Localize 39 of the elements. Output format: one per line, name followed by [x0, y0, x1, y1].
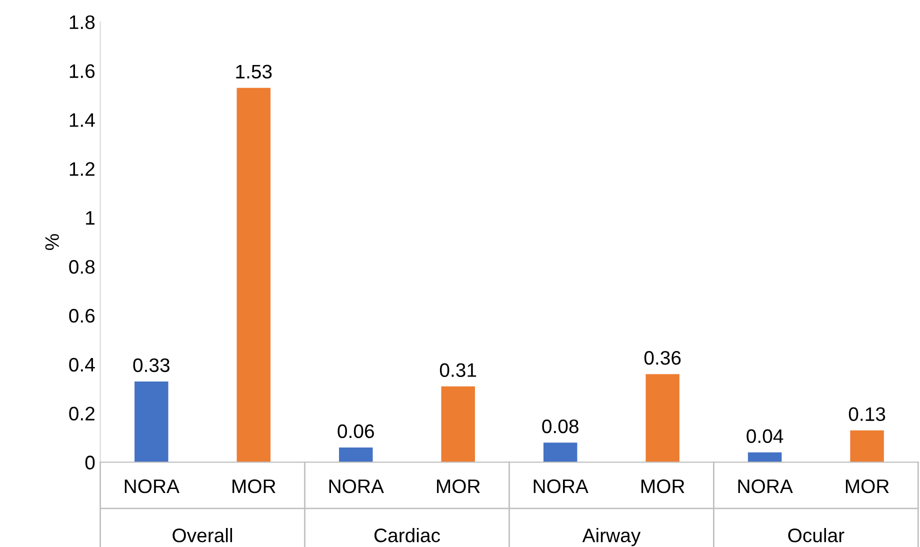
x-tick-label: MOR	[846, 479, 889, 494]
x-tick-label: MOR	[232, 479, 276, 494]
y-tick-label: 1	[86, 211, 94, 225]
x-tick-label: MOR	[437, 479, 480, 494]
y-tick-label: 1.6	[70, 64, 95, 78]
bar	[134, 381, 168, 462]
bar	[543, 442, 578, 462]
data-label: 1.53	[236, 64, 272, 79]
data-label: 0.06	[338, 424, 374, 438]
text: Cardiac	[374, 528, 440, 542]
y-tick-label: 0.2	[69, 406, 94, 421]
data-label: 0.04	[746, 429, 784, 444]
x-tick-label: NORA	[534, 479, 588, 494]
y-tick-label: 0.4	[69, 358, 95, 372]
data-label: 0.13	[848, 407, 886, 422]
y-tick-label: 0	[85, 456, 95, 470]
x-tick-label: NORA	[329, 479, 384, 494]
bar	[646, 374, 680, 462]
bar	[236, 88, 270, 462]
text: Overall	[172, 528, 232, 542]
x-tick-label: MOR	[641, 479, 684, 494]
y-tick-label: 0.6	[69, 308, 95, 323]
data-label: 0.08	[542, 419, 578, 434]
x-tick-label: NORA	[738, 479, 793, 494]
y-tick-label: 1.4	[70, 113, 95, 127]
y-tick-label: 1.8	[70, 15, 95, 30]
y-tick-label: 1.2	[70, 162, 94, 176]
x-tick-label: NORA	[124, 479, 180, 494]
y-axis-title: %	[45, 234, 59, 250]
y-tick-label: 0.8	[69, 260, 95, 274]
bar	[339, 448, 373, 462]
bar	[441, 386, 475, 462]
data-label: 0.33	[133, 358, 170, 372]
data-label: 0.31	[440, 363, 476, 377]
text: Airway	[582, 528, 641, 546]
bar	[850, 430, 884, 462]
bar	[748, 452, 782, 462]
data-label: 0.36	[644, 350, 681, 365]
text: Ocular	[788, 528, 844, 542]
